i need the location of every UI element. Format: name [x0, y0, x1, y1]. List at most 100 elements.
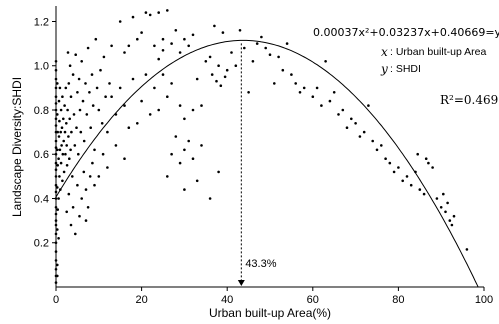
data-point	[238, 29, 242, 32]
data-point	[127, 126, 131, 129]
data-point	[56, 263, 59, 267]
data-point	[450, 223, 454, 227]
data-point	[65, 122, 68, 125]
data-point	[384, 157, 387, 160]
data-point	[367, 104, 370, 107]
data-point	[108, 82, 111, 85]
data-point	[104, 95, 107, 98]
data-point	[54, 212, 58, 216]
x-tick-label: 0	[53, 294, 59, 306]
data-point	[79, 130, 83, 134]
data-point	[208, 55, 212, 59]
data-point	[174, 135, 178, 138]
data-point	[54, 124, 58, 127]
data-point	[77, 152, 80, 156]
data-point	[61, 152, 65, 156]
data-point	[247, 91, 250, 94]
data-point	[157, 108, 160, 112]
data-point	[75, 126, 78, 129]
data-point	[54, 117, 58, 121]
data-point	[178, 51, 182, 54]
data-point	[86, 46, 90, 50]
data-point	[131, 15, 135, 19]
data-point	[85, 113, 89, 116]
data-point	[56, 113, 59, 116]
data-point	[78, 108, 82, 112]
data-point	[397, 166, 400, 169]
x-tick-label: 100	[475, 294, 493, 306]
data-point	[91, 104, 95, 107]
data-point	[54, 206, 58, 209]
data-point	[195, 179, 199, 183]
data-point	[230, 51, 233, 54]
data-point	[54, 146, 58, 149]
x-tick-label: 80	[392, 294, 404, 306]
data-point	[153, 86, 156, 90]
data-point	[328, 99, 332, 103]
equation-legend: 0.00037x²+0.03237x+0.40669=y x : Urban b…	[313, 26, 499, 107]
data-point	[54, 168, 58, 171]
data-point	[56, 148, 59, 152]
data-points	[54, 9, 469, 284]
data-point	[166, 9, 169, 12]
data-point	[101, 152, 105, 156]
data-point	[178, 104, 182, 107]
data-point	[183, 117, 186, 121]
data-point	[54, 259, 58, 262]
data-point	[56, 82, 59, 85]
data-point	[409, 183, 413, 187]
data-point	[290, 73, 293, 76]
data-point	[58, 175, 61, 178]
data-point	[54, 219, 58, 222]
data-point	[161, 49, 165, 52]
data-point	[62, 170, 66, 174]
data-point	[64, 152, 67, 156]
data-point	[54, 281, 58, 284]
data-point	[74, 53, 77, 56]
data-point	[273, 82, 276, 85]
data-point	[82, 139, 86, 143]
data-point	[84, 219, 88, 222]
data-point	[68, 157, 71, 160]
y-tick-label: 0.4	[34, 193, 49, 205]
peak-arrow-head	[237, 280, 245, 286]
data-point	[80, 60, 83, 63]
data-point	[54, 190, 58, 194]
data-point	[255, 42, 259, 45]
data-point	[63, 104, 66, 107]
data-point	[148, 13, 152, 17]
data-point	[424, 157, 428, 160]
data-point	[70, 130, 73, 134]
data-point	[157, 57, 160, 61]
data-point	[136, 122, 139, 125]
data-point	[161, 37, 165, 41]
data-point	[200, 144, 203, 147]
data-point	[187, 44, 190, 48]
data-point	[54, 60, 58, 63]
data-point	[81, 99, 85, 103]
data-point	[324, 60, 327, 63]
data-point	[118, 86, 122, 90]
data-point	[57, 135, 61, 138]
data-point	[54, 152, 58, 156]
data-point	[54, 183, 58, 187]
data-point	[84, 82, 87, 85]
data-point	[260, 35, 263, 39]
data-point	[54, 175, 58, 178]
data-point	[371, 139, 375, 143]
data-point	[59, 108, 63, 112]
data-point	[161, 73, 165, 76]
data-point	[311, 95, 315, 98]
data-point	[358, 135, 362, 138]
data-point	[97, 108, 101, 112]
y-tick-label: 1.0	[34, 61, 49, 73]
data-point	[435, 197, 439, 200]
data-point	[56, 186, 59, 189]
data-point	[225, 68, 229, 72]
data-point	[91, 161, 94, 165]
x-axis-ticks: 0 20 40 60 80 100	[53, 287, 493, 306]
data-point	[465, 248, 469, 251]
data-point	[54, 250, 58, 253]
data-point	[144, 73, 148, 76]
data-point	[392, 170, 396, 174]
